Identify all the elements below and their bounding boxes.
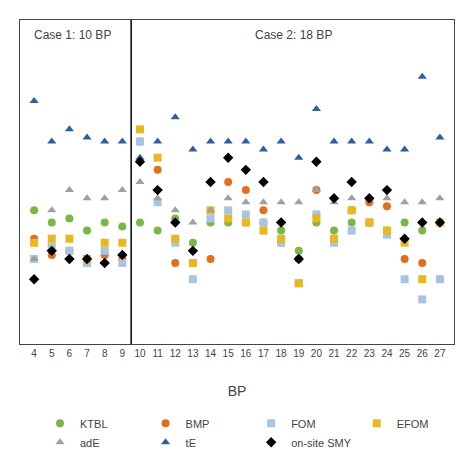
svg-text:5: 5	[49, 348, 55, 359]
svg-text:27: 27	[434, 348, 446, 359]
svg-text:on-site SMY: on-site SMY	[291, 437, 352, 449]
svg-text:21: 21	[328, 348, 340, 359]
svg-text:15: 15	[223, 348, 235, 359]
svg-text:26: 26	[417, 348, 429, 359]
svg-text:10: 10	[134, 348, 146, 359]
svg-text:19: 19	[293, 348, 305, 359]
svg-text:BMP: BMP	[186, 418, 210, 430]
svg-text:Case 1: 10 BP: Case 1: 10 BP	[34, 28, 111, 42]
svg-text:18: 18	[276, 348, 288, 359]
svg-text:24: 24	[381, 348, 393, 359]
svg-text:20: 20	[311, 348, 323, 359]
svg-text:23: 23	[364, 348, 376, 359]
svg-text:adE: adE	[80, 437, 100, 449]
svg-text:KTBL: KTBL	[80, 418, 108, 430]
svg-text:7: 7	[84, 348, 90, 359]
svg-text:25: 25	[399, 348, 411, 359]
svg-text:22: 22	[346, 348, 358, 359]
svg-text:16: 16	[240, 348, 252, 359]
svg-text:9: 9	[120, 348, 126, 359]
svg-text:Case 2: 18 BP: Case 2: 18 BP	[255, 28, 332, 42]
svg-text:12: 12	[170, 348, 182, 359]
svg-text:8: 8	[102, 348, 108, 359]
svg-text:EFOM: EFOM	[397, 418, 429, 430]
svg-text:6: 6	[67, 348, 73, 359]
svg-text:tE: tE	[186, 437, 196, 449]
svg-text:13: 13	[187, 348, 199, 359]
svg-text:FOM: FOM	[291, 418, 315, 430]
svg-text:17: 17	[258, 348, 270, 359]
svg-text:14: 14	[205, 348, 217, 359]
svg-text:4: 4	[31, 348, 37, 359]
svg-text:BP: BP	[228, 383, 247, 399]
svg-text:11: 11	[152, 348, 163, 359]
